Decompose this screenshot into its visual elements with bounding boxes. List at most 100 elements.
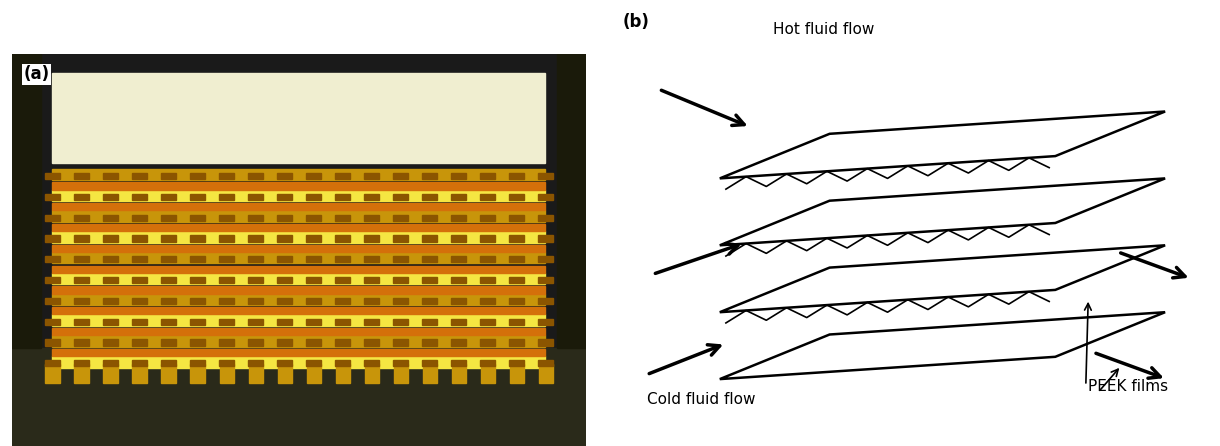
Bar <box>161 256 176 262</box>
Bar <box>74 235 89 242</box>
Bar <box>161 339 176 346</box>
Bar <box>393 277 407 283</box>
Bar <box>394 363 407 383</box>
Bar <box>190 318 205 325</box>
Bar <box>422 256 437 262</box>
Bar <box>190 277 205 283</box>
Bar <box>74 339 89 346</box>
Polygon shape <box>52 349 545 356</box>
Bar <box>306 215 321 221</box>
Bar <box>336 215 350 221</box>
Bar <box>393 215 407 221</box>
Bar <box>45 194 60 200</box>
Bar <box>509 298 523 304</box>
Bar <box>509 256 523 262</box>
Polygon shape <box>52 335 545 347</box>
Bar <box>277 215 292 221</box>
Bar <box>190 215 205 221</box>
Bar <box>249 363 262 383</box>
Bar <box>190 298 205 304</box>
Bar <box>481 277 494 283</box>
Bar <box>306 363 321 383</box>
Bar <box>74 173 89 179</box>
Polygon shape <box>52 356 545 368</box>
Bar <box>45 256 60 262</box>
Bar <box>12 54 41 348</box>
Text: (a): (a) <box>23 65 50 83</box>
Bar <box>422 215 437 221</box>
Bar <box>45 318 60 325</box>
Text: (b): (b) <box>622 13 649 31</box>
Bar <box>336 360 350 367</box>
Bar <box>248 339 262 346</box>
Bar <box>220 339 233 346</box>
Bar <box>451 277 466 283</box>
Bar <box>422 173 437 179</box>
Bar <box>451 318 466 325</box>
Bar <box>336 256 350 262</box>
Bar <box>220 318 233 325</box>
Bar <box>336 298 350 304</box>
Bar <box>538 363 553 383</box>
Polygon shape <box>720 245 1165 312</box>
Bar <box>336 235 350 242</box>
Bar <box>132 215 146 221</box>
Bar <box>365 360 378 367</box>
Bar <box>365 277 378 283</box>
Bar <box>277 339 292 346</box>
Bar <box>161 173 176 179</box>
Bar <box>306 173 321 179</box>
Bar <box>422 298 437 304</box>
Polygon shape <box>52 182 545 190</box>
Bar <box>220 298 233 304</box>
Bar <box>220 277 233 283</box>
Bar <box>509 339 523 346</box>
Polygon shape <box>52 211 545 222</box>
Bar <box>422 339 437 346</box>
Polygon shape <box>52 169 545 180</box>
Bar <box>451 298 466 304</box>
Bar <box>161 215 176 221</box>
Bar <box>45 363 60 383</box>
Bar <box>481 215 494 221</box>
Bar <box>422 318 437 325</box>
Bar <box>481 298 494 304</box>
Bar <box>277 256 292 262</box>
Bar <box>277 173 292 179</box>
Bar <box>538 298 553 304</box>
Bar <box>277 194 292 200</box>
Bar <box>132 235 146 242</box>
Bar <box>451 194 466 200</box>
Bar <box>161 298 176 304</box>
Bar <box>248 298 262 304</box>
Polygon shape <box>52 314 545 326</box>
Bar <box>481 256 494 262</box>
Bar <box>538 339 553 346</box>
Polygon shape <box>52 252 545 264</box>
Bar <box>538 235 553 242</box>
Bar <box>220 194 233 200</box>
Bar <box>277 363 292 383</box>
Bar <box>133 363 146 383</box>
Bar <box>74 277 89 283</box>
Bar <box>220 256 233 262</box>
Bar <box>161 318 176 325</box>
Bar <box>481 363 495 383</box>
Bar <box>509 318 523 325</box>
Bar <box>365 339 378 346</box>
Polygon shape <box>52 231 545 243</box>
Bar <box>220 360 233 367</box>
Bar <box>277 277 292 283</box>
Bar <box>306 256 321 262</box>
Bar <box>45 235 60 242</box>
Bar <box>104 298 117 304</box>
Bar <box>248 235 262 242</box>
Bar <box>248 360 262 367</box>
Bar <box>132 298 146 304</box>
Bar <box>45 173 60 179</box>
Bar <box>220 173 233 179</box>
Bar <box>538 256 553 262</box>
Bar <box>306 194 321 200</box>
Bar <box>132 360 146 367</box>
Bar <box>365 256 378 262</box>
